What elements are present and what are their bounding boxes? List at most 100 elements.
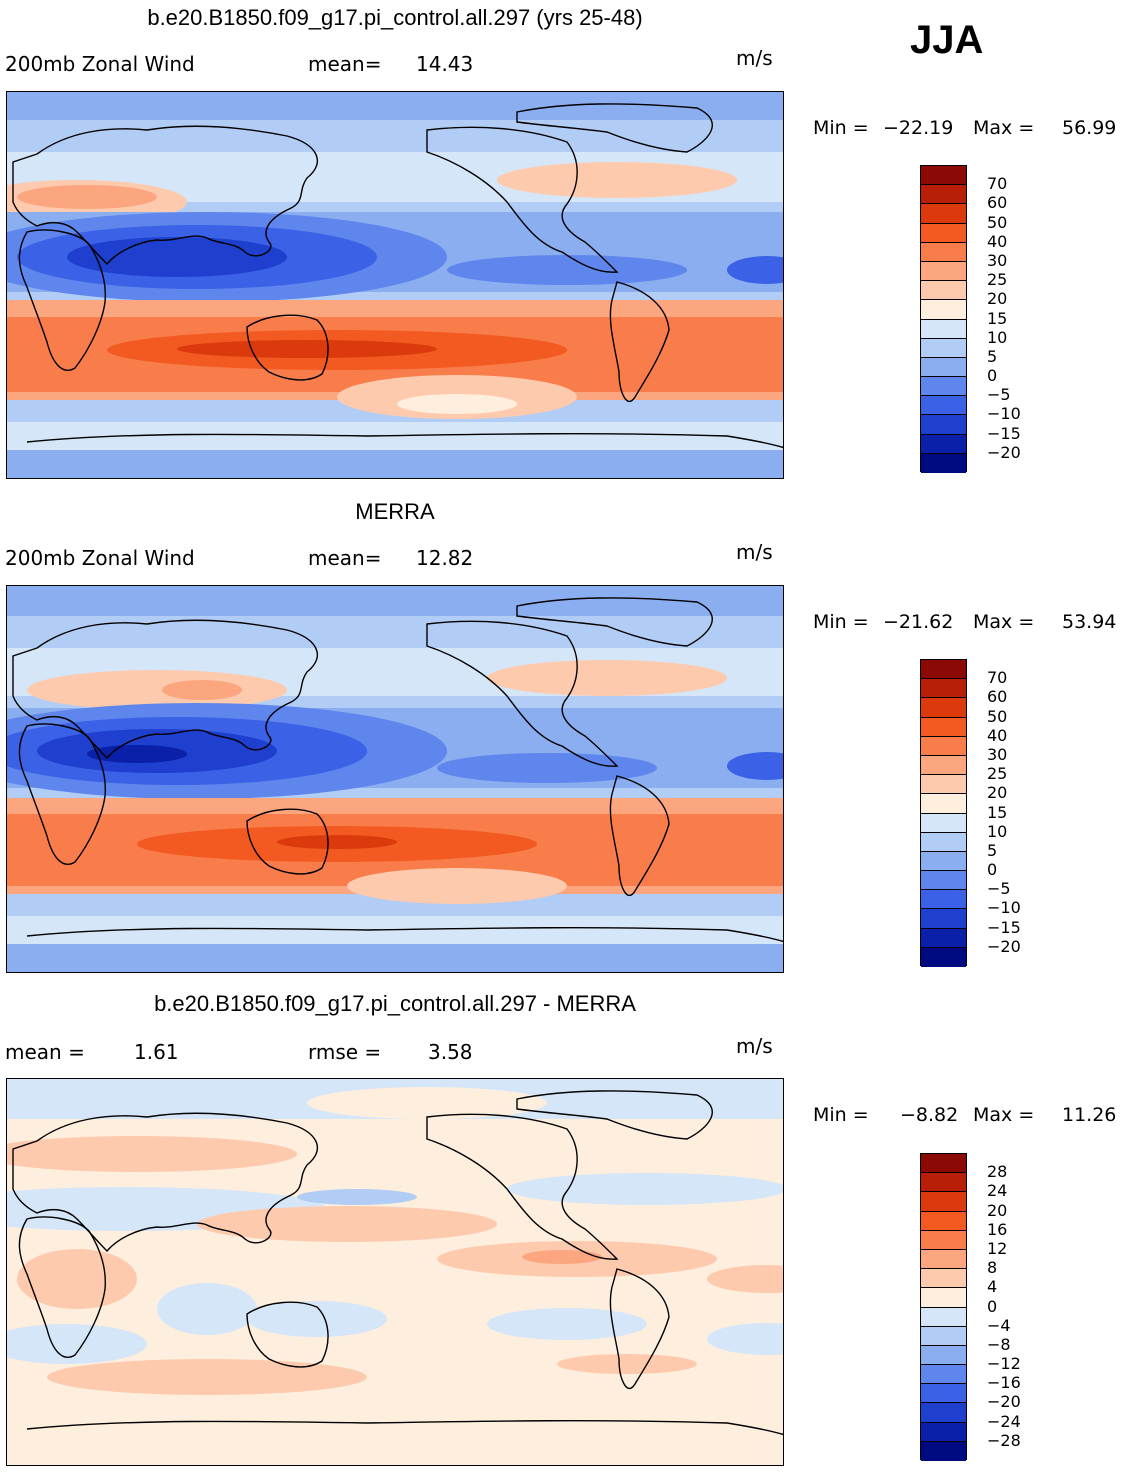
colorbar-swatch [921, 1249, 966, 1270]
colorbar-swatch [921, 1384, 966, 1404]
colorbar-tick-label: 15 [987, 308, 1008, 328]
colorbar-swatch [921, 166, 966, 186]
colorbar-swatch [921, 1326, 966, 1346]
panel-2-map [6, 585, 784, 973]
colorbar-swatch [921, 851, 966, 872]
colorbar-swatch [921, 698, 966, 718]
colorbar-swatch [921, 1365, 966, 1385]
colorbar-tick-label: 50 [987, 212, 1008, 232]
panel-1-map [6, 91, 784, 479]
panel-1-colorbar [920, 165, 967, 473]
panel-3-mean-value: 1.61 [134, 1040, 179, 1064]
colorbar-swatch [921, 415, 966, 435]
colorbar-tick-label: 30 [987, 250, 1008, 270]
colorbar-tick-label: 25 [987, 270, 1008, 290]
colorbar-swatch [921, 947, 966, 967]
panel-2-mean-label: mean= [308, 546, 382, 570]
panel-1-min-label: Min = [813, 117, 869, 139]
colorbar-swatch [921, 185, 966, 205]
colorbar-swatch [921, 357, 966, 378]
colorbar-swatch [921, 396, 966, 416]
colorbar-swatch [921, 1345, 966, 1366]
panel-3-max-label: Max = [973, 1104, 1035, 1126]
panel-3-map [6, 1078, 784, 1466]
colorbar-tick-label: −20 [987, 936, 1021, 956]
panel-2-variable-label: 200mb Zonal Wind [5, 546, 195, 570]
colorbar-tick-label: 0 [987, 1296, 998, 1316]
colorbar-swatch [921, 813, 966, 833]
colorbar-tick-label: 5 [987, 840, 998, 860]
colorbar-tick-label: 40 [987, 231, 1008, 251]
colorbar-tick-label: 10 [987, 327, 1008, 347]
colorbar-tick-label: −20 [987, 1392, 1021, 1412]
colorbar-tick-label: 40 [987, 725, 1008, 745]
panel-2-units: m/s [736, 540, 773, 564]
colorbar-swatch [921, 1173, 966, 1193]
panel-3-title: b.e20.B1850.f09_g17.pi_control.all.297 -… [154, 991, 636, 1016]
colorbar-tick-label: 60 [987, 687, 1008, 707]
colorbar-swatch [921, 871, 966, 891]
colorbar-tick-label: −12 [987, 1354, 1021, 1374]
panel-2-min-label: Min = [813, 611, 869, 633]
panel-3-rmse-value: 3.58 [428, 1040, 473, 1064]
colorbar-tick-label: 50 [987, 706, 1008, 726]
colorbar-swatch [921, 1192, 966, 1212]
colorbar-tick-label: −15 [987, 423, 1021, 443]
colorbar-tick-label: 20 [987, 289, 1008, 309]
colorbar-tick-label: 8 [987, 1258, 998, 1278]
panel-3-max-value: 11.26 [1062, 1104, 1117, 1126]
panel-2-colorbar [920, 659, 967, 967]
colorbar-swatch [921, 794, 966, 814]
panel-3-mean-label: mean = [5, 1040, 85, 1064]
colorbar-swatch [921, 204, 966, 224]
panel-1-max-label: Max = [973, 117, 1035, 139]
colorbar-tick-label: 5 [987, 346, 998, 366]
colorbar-swatch [921, 319, 966, 339]
panel-3-rmse-label: rmse = [308, 1040, 382, 1064]
colorbar-swatch [921, 1307, 966, 1327]
colorbar-swatch [921, 909, 966, 929]
colorbar-swatch [921, 1211, 966, 1231]
colorbar-tick-label: 12 [987, 1238, 1008, 1258]
colorbar-tick-label: −24 [987, 1411, 1021, 1431]
season-label: JJA [910, 18, 984, 62]
colorbar-tick-label: 4 [987, 1277, 998, 1297]
colorbar-swatch [921, 928, 966, 948]
colorbar-swatch [921, 1230, 966, 1250]
panel-2-mean-value: 12.82 [416, 546, 474, 570]
colorbar-tick-label: 70 [987, 174, 1008, 194]
panel-3-units: m/s [736, 1034, 773, 1058]
colorbar-swatch [921, 300, 966, 320]
panel-2-max-label: Max = [973, 611, 1035, 633]
colorbar-swatch [921, 832, 966, 852]
colorbar-swatch [921, 890, 966, 910]
colorbar-swatch [921, 1422, 966, 1442]
colorbar-swatch [921, 434, 966, 454]
colorbar-tick-label: 20 [987, 1200, 1008, 1220]
colorbar-tick-label: −4 [987, 1315, 1011, 1335]
colorbar-tick-label: −10 [987, 404, 1021, 424]
panel-2-min-value: −21.62 [883, 611, 954, 633]
colorbar-swatch [921, 1154, 966, 1174]
colorbar-swatch [921, 338, 966, 358]
colorbar-swatch [921, 717, 966, 737]
colorbar-tick-label: 10 [987, 821, 1008, 841]
colorbar-swatch [921, 223, 966, 243]
panel-3-colorbar [920, 1153, 967, 1461]
colorbar-swatch [921, 261, 966, 282]
colorbar-tick-label: 30 [987, 744, 1008, 764]
colorbar-swatch [921, 1288, 966, 1308]
colorbar-swatch [921, 1269, 966, 1289]
panel-1-variable-label: 200mb Zonal Wind [5, 52, 195, 76]
colorbar-tick-label: 16 [987, 1219, 1008, 1239]
colorbar-swatch [921, 453, 966, 473]
colorbar-tick-label: 15 [987, 802, 1008, 822]
colorbar-swatch [921, 736, 966, 756]
colorbar-tick-label: −10 [987, 898, 1021, 918]
colorbar-swatch [921, 1403, 966, 1423]
colorbar-tick-label: 20 [987, 783, 1008, 803]
colorbar-swatch [921, 679, 966, 699]
colorbar-tick-label: −20 [987, 442, 1021, 462]
colorbar-swatch [921, 1441, 966, 1461]
panel-1-min-value: −22.19 [883, 117, 954, 139]
